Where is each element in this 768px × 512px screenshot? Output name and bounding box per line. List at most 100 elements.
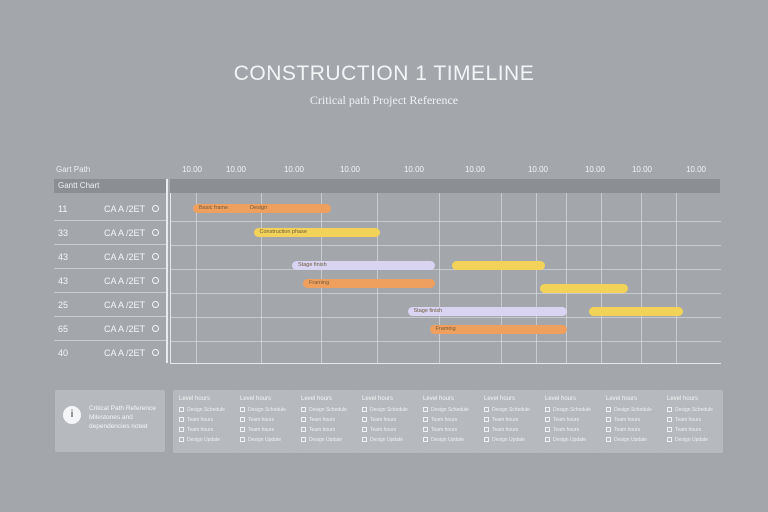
card-item: Team hours [423, 427, 473, 433]
checkbox-icon [484, 437, 489, 443]
gantt-bar[interactable]: Stage finish [407, 307, 567, 316]
gantt-bar[interactable] [539, 284, 628, 293]
timeline-ticks: 10.00 10.00 10.00 10.00 10.00 10.00 10.00 10.00… [170, 165, 720, 177]
legend-text: Critical Path Reference Milestones and d… [89, 405, 156, 430]
checkbox-icon [301, 437, 306, 443]
row-divider [54, 268, 166, 269]
checkbox-icon [484, 417, 489, 423]
chart-header-label: Gart Path [56, 165, 91, 174]
circle-icon[interactable] [152, 349, 159, 356]
task-row[interactable]: 65 CA A /2ET [54, 319, 166, 341]
card-item: Team hours [545, 427, 595, 433]
task-column-header[interactable]: Gantt Chart [54, 179, 166, 193]
timeline-tick-label: 10.00 [631, 165, 653, 174]
grid-vline [676, 193, 677, 363]
timeline-tick-label: 10.00 [283, 165, 305, 174]
checkbox-icon [179, 437, 184, 443]
card-item: Design Schedule [484, 407, 534, 413]
checkbox-icon [606, 417, 611, 423]
card-title: Level hours [423, 396, 455, 402]
resource-card[interactable]: Level hours Design Schedule Team hours Team… [295, 390, 357, 453]
row-divider [54, 292, 166, 293]
card-item: Team hours [423, 417, 473, 423]
info-icon[interactable]: i [63, 406, 81, 424]
card-item: Team hours [545, 417, 595, 423]
card-item-label: Team hours [614, 417, 641, 423]
task-row[interactable]: 25 CA A /2ET [54, 295, 166, 317]
card-item-label: Design Update [431, 437, 465, 443]
resource-card[interactable]: Level hours Design Schedule Team hours Team… [417, 390, 479, 453]
card-item: Design Update [667, 437, 717, 443]
card-item: Design Schedule [362, 407, 412, 413]
gantt-bar-label [452, 262, 458, 268]
gantt-bar[interactable]: Framing [429, 325, 567, 334]
checkbox-icon [423, 417, 428, 423]
checkbox-icon [606, 407, 611, 413]
gantt-bar-label [540, 285, 546, 291]
card-item-label: Team hours [248, 417, 275, 423]
checkbox-icon [545, 437, 550, 443]
resource-card[interactable]: Level hours Design Schedule Team hours Team… [539, 390, 601, 453]
task-row[interactable]: 43 CA A /2ET [54, 247, 166, 269]
task-code: CA A /2ET [104, 348, 146, 358]
circle-icon[interactable] [152, 253, 159, 260]
card-item-label: Design Schedule [431, 407, 469, 413]
card-item-label: Design Schedule [675, 407, 713, 413]
gantt-bar[interactable]: Stage finish [292, 261, 435, 270]
gantt-bar[interactable]: Framing [303, 279, 435, 288]
circle-icon[interactable] [152, 301, 159, 308]
grid-hline [171, 221, 721, 222]
card-item-label: Design Update [370, 437, 404, 443]
timeline-tick-label: 10.00 [225, 165, 247, 174]
grid-hline [171, 245, 721, 246]
card-item-label: Design Update [553, 437, 587, 443]
card-item-label: Team hours [553, 427, 580, 433]
circle-icon[interactable] [152, 325, 159, 332]
checkbox-icon [423, 407, 428, 413]
card-item: Design Schedule [179, 407, 229, 413]
gantt-bar[interactable] [451, 261, 545, 270]
resource-card[interactable]: Level hours Design Schedule Team hours Team… [661, 390, 723, 453]
task-row[interactable]: 43 CA A /2ET [54, 271, 166, 293]
gantt-bar-label: Design [250, 205, 268, 211]
gantt-bar-label: Stage finish [298, 262, 327, 268]
card-item: Design Update [545, 437, 595, 443]
card-item-label: Design Update [675, 437, 709, 443]
card-item: Team hours [606, 417, 656, 423]
resource-card[interactable]: Level hours Design Schedule Team hours Team… [600, 390, 662, 453]
card-item: Team hours [301, 417, 351, 423]
resource-card[interactable]: Level hours Design Schedule Team hours Team… [478, 390, 540, 453]
gantt-bar[interactable] [589, 307, 683, 316]
card-item: Team hours [301, 427, 351, 433]
task-row[interactable]: 11 CA A /2ET [54, 199, 166, 221]
checkbox-icon [179, 427, 184, 433]
checkbox-icon [423, 437, 428, 443]
grid-vline [261, 193, 262, 363]
task-row[interactable]: 33 CA A /2ET [54, 223, 166, 245]
card-item-label: Team hours [309, 417, 336, 423]
row-divider [54, 244, 166, 245]
gantt-bar-label: Framing [435, 326, 456, 332]
card-item-label: Design Schedule [187, 407, 225, 413]
card-item: Design Schedule [545, 407, 595, 413]
task-row[interactable]: 40 CA A /2ET [54, 343, 166, 365]
card-item-label: Team hours [248, 427, 275, 433]
resource-card[interactable]: Level hours Design Schedule Team hours Team… [356, 390, 418, 453]
resource-card[interactable]: Level hours Design Schedule Team hours Team… [234, 390, 296, 453]
checkbox-icon [484, 427, 489, 433]
column-divider [166, 179, 168, 363]
card-item: Team hours [179, 417, 229, 423]
circle-icon[interactable] [152, 205, 159, 212]
card-item-label: Design Update [248, 437, 282, 443]
card-title: Level hours [545, 396, 577, 402]
circle-icon[interactable] [152, 277, 159, 284]
gantt-bar[interactable]: Basic frame Design [193, 204, 331, 213]
resource-card[interactable]: Level hours Design Schedule Team hours Team… [173, 390, 235, 453]
gantt-bar[interactable]: Construction phase [253, 228, 380, 237]
checkbox-icon [667, 417, 672, 423]
card-title: Level hours [484, 396, 516, 402]
grid-hline [171, 269, 721, 270]
circle-icon[interactable] [152, 229, 159, 236]
checkbox-icon [301, 427, 306, 433]
card-item-label: Team hours [370, 427, 397, 433]
